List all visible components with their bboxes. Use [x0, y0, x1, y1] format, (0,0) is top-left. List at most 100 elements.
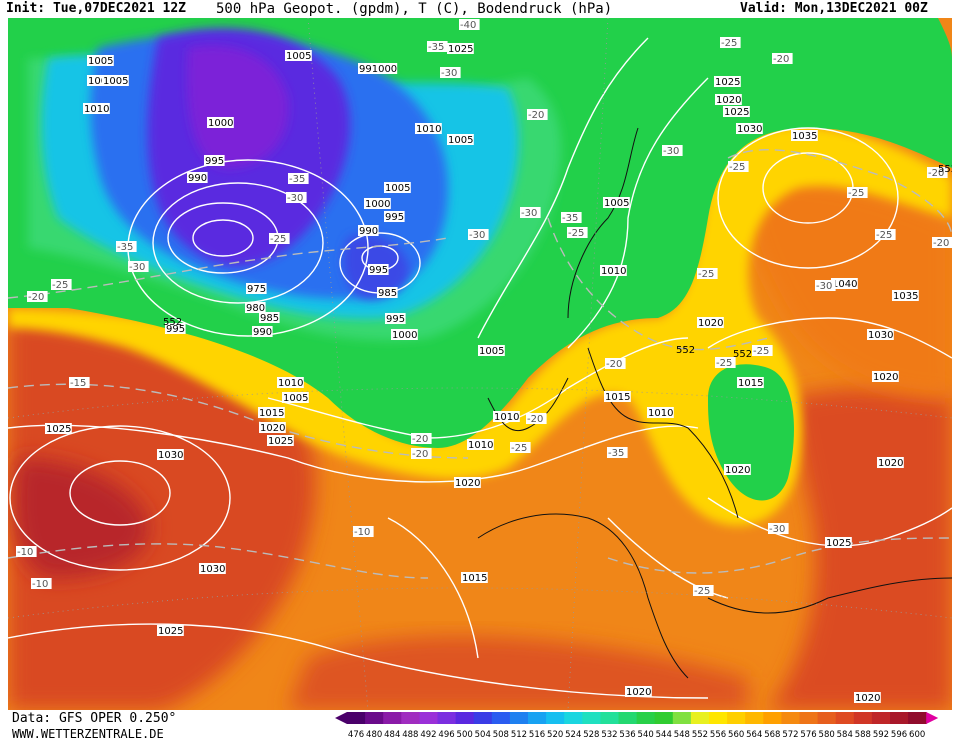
- scale-label: 524: [565, 730, 581, 740]
- scale-label: 476: [348, 730, 364, 740]
- scale-label: 496: [438, 730, 454, 740]
- pressure-label: 1010: [468, 440, 493, 451]
- pressure-label-bg: [277, 377, 304, 388]
- temperature-label-bg: [411, 433, 432, 444]
- pressure-label: 1020: [725, 465, 750, 476]
- pressure-label: 1025: [46, 424, 71, 435]
- pressure-label: 995: [385, 212, 404, 223]
- temperature-label: -10: [354, 527, 370, 538]
- scale-arrow-right: [926, 712, 939, 724]
- temperature-label-bg: [16, 546, 37, 557]
- scale-swatch: [455, 712, 475, 724]
- scale-label: 512: [511, 730, 527, 740]
- temperature-label: -10: [17, 547, 33, 558]
- temperature-label: -10: [32, 579, 48, 590]
- pressure-label: 985: [260, 313, 279, 324]
- scale-label: 592: [873, 730, 889, 740]
- temperature-label-bg: [128, 261, 149, 272]
- pressure-label: 1020: [260, 423, 285, 434]
- temperature-label-bg: [662, 145, 683, 156]
- pressure-label: 1020: [626, 687, 651, 698]
- pressure-label-bg: [877, 457, 904, 468]
- temperature-label-bg: [288, 173, 309, 184]
- pressure-label: 975: [247, 284, 266, 295]
- scale-label: 568: [764, 730, 780, 740]
- pressure-label: 995: [166, 324, 185, 335]
- pressure-label: 1015: [605, 392, 630, 403]
- scale-label: 480: [366, 730, 382, 740]
- pressure-label: 1020: [716, 95, 741, 106]
- pressure-label-bg: [282, 392, 309, 403]
- scale-label: 536: [619, 730, 635, 740]
- pressure-label-bg: [625, 686, 652, 697]
- temperature-label: -25: [270, 234, 286, 245]
- temperature-label-bg: [353, 526, 374, 537]
- pressure-label: 1025: [715, 77, 740, 88]
- pressure-label: 1005: [448, 135, 473, 146]
- geopotential-label: 552: [676, 345, 695, 356]
- temperature-label: -35: [289, 174, 305, 185]
- temperature-label-bg: [561, 212, 582, 223]
- pressure-label-bg: [447, 134, 474, 145]
- graticule: [8, 18, 952, 710]
- temperature-label: -35: [117, 242, 133, 253]
- temperature-label-bg: [693, 585, 714, 596]
- scale-label: 504: [475, 730, 491, 740]
- temperature-label-bg: [720, 37, 741, 48]
- weather-map-svg: 1005100510001005101010009959909910001005…: [8, 18, 952, 710]
- pressure-label-bg: [447, 43, 474, 54]
- pressure-label: 1005: [103, 76, 128, 87]
- pressure-label-bg: [715, 94, 742, 105]
- pressure-label: 1025: [448, 44, 473, 55]
- temperature-label: -20: [773, 54, 789, 65]
- scale-label: 596: [891, 730, 907, 740]
- pressure-label: 1005: [385, 183, 410, 194]
- data-source: Data: GFS OPER 0.250°: [12, 711, 177, 726]
- pressure-label-bg: [83, 103, 110, 114]
- temperature-label: -25: [511, 443, 527, 454]
- temperature-label: -25: [698, 269, 714, 280]
- temperature-label: -20: [412, 434, 428, 445]
- pressure-label: 1005: [283, 393, 308, 404]
- pressure-label-bg: [165, 323, 186, 334]
- pressure-label: 1040: [832, 279, 857, 290]
- temperature-label: -25: [716, 358, 732, 369]
- scale-swatch: [890, 712, 909, 724]
- scale-label: 564: [746, 730, 762, 740]
- pressure-label-bg: [723, 106, 750, 117]
- pressure-label-bg: [199, 563, 226, 574]
- pressure-label: 1020: [455, 478, 480, 489]
- pressure-label: 990: [359, 226, 378, 237]
- temperature-label: -25: [753, 346, 769, 357]
- temperature-label: -25: [52, 280, 68, 291]
- temperature-label: -25: [848, 188, 864, 199]
- pressure-label: 1030: [737, 124, 762, 135]
- temperature-label-bg: [768, 523, 789, 534]
- pressure-label-bg: [252, 326, 273, 337]
- pressure-label: 1000: [365, 199, 390, 210]
- pressure-label: 991000: [359, 64, 397, 75]
- scale-arrow-left: [335, 712, 347, 724]
- scale-swatch: [546, 712, 565, 724]
- scale-swatch: [690, 712, 710, 724]
- pressure-label-bg: [600, 265, 627, 276]
- pressure-label-bg: [867, 329, 894, 340]
- pressure-label-bg: [246, 283, 267, 294]
- scale-swatch: [781, 712, 801, 724]
- pressure-label: 1035: [893, 291, 918, 302]
- pressure-label: 1005: [286, 51, 311, 62]
- pressure-label-bg: [892, 290, 919, 301]
- temperature-label-bg: [427, 41, 448, 52]
- pressure-label-bg: [368, 264, 389, 275]
- geopotential-label: 552: [733, 349, 752, 360]
- temperature-label: -30: [769, 524, 785, 535]
- color-scale: 476 480 484 488 492 496 500 504 508 512 516 520 524 5…: [335, 712, 939, 740]
- pressure-label: 1000: [88, 76, 113, 87]
- pressure-label: 1030: [158, 450, 183, 461]
- scale-label: 580: [819, 730, 835, 740]
- scale-swatch: [600, 712, 620, 724]
- scale-swatch: [727, 712, 746, 724]
- scale-swatch: [383, 712, 402, 724]
- scale-swatch: [672, 712, 692, 724]
- temperature-label: -20: [28, 292, 44, 303]
